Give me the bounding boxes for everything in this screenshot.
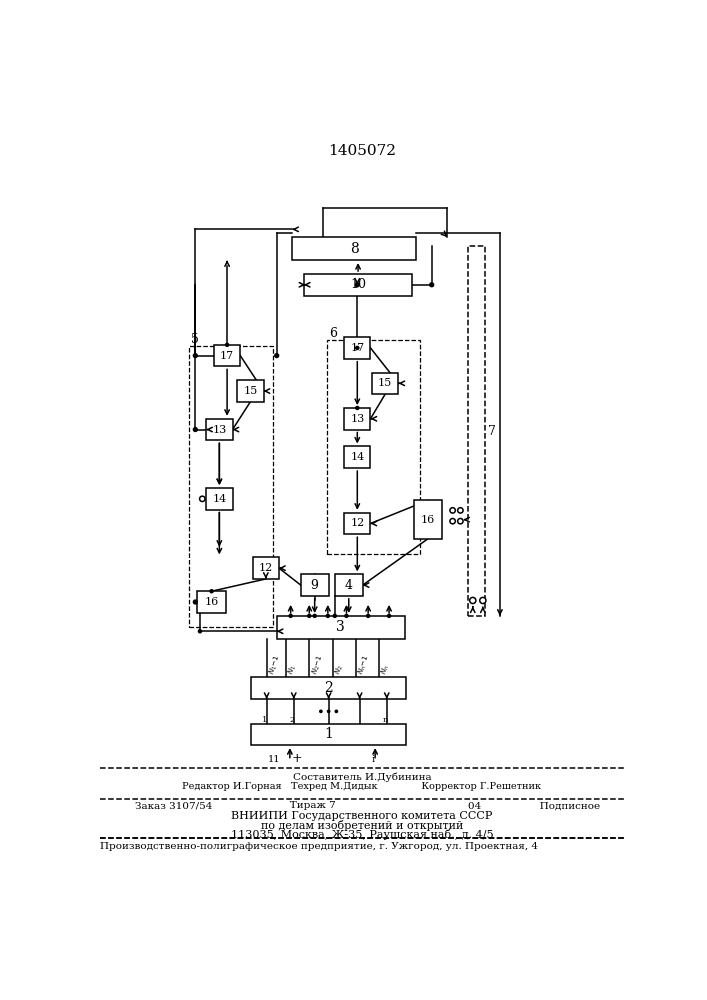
Circle shape [194, 428, 197, 431]
Circle shape [275, 354, 279, 358]
Bar [372, 373, 398, 394]
Circle shape [333, 614, 337, 617]
Bar [252, 557, 279, 579]
Circle shape [335, 710, 337, 713]
Text: 12: 12 [259, 563, 273, 573]
Text: по делам изобретений и открытий: по делам изобретений и открытий [261, 820, 463, 831]
Circle shape [450, 508, 455, 513]
Circle shape [289, 614, 292, 617]
Bar [251, 677, 406, 699]
Text: Составитель И.Дубинина: Составитель И.Дубинина [293, 773, 431, 782]
Text: 11: 11 [268, 755, 281, 764]
Bar [214, 345, 240, 366]
Bar [197, 591, 226, 613]
Text: 15: 15 [378, 378, 392, 388]
Circle shape [345, 614, 348, 617]
Text: 04                  Подписное: 04 Подписное [468, 801, 600, 810]
Text: Производственно-полиграфическое предприятие, г. Ужгород, ул. Проектная, 4: Производственно-полиграфическое предприя… [100, 842, 538, 851]
Text: ВНИИПИ Государственного комитета СССР: ВНИИПИ Государственного комитета СССР [231, 811, 493, 821]
Text: 17: 17 [220, 351, 234, 361]
Text: 15: 15 [243, 386, 257, 396]
Circle shape [194, 354, 197, 358]
Bar [292, 237, 416, 260]
Text: i: i [372, 755, 375, 764]
Circle shape [367, 614, 370, 617]
Circle shape [320, 710, 322, 713]
Circle shape [308, 614, 311, 617]
Circle shape [469, 597, 476, 604]
Text: $N_2$: $N_2$ [333, 663, 346, 676]
Circle shape [210, 590, 213, 593]
Bar [189, 346, 273, 627]
Circle shape [457, 518, 463, 524]
Bar [276, 616, 404, 639]
Circle shape [327, 614, 329, 617]
Text: 2: 2 [325, 681, 333, 695]
Circle shape [226, 343, 228, 346]
Circle shape [313, 614, 316, 617]
Text: 4: 4 [345, 579, 353, 592]
Text: $N_n{-}1$: $N_n{-}1$ [356, 654, 373, 676]
Bar [206, 488, 233, 510]
Bar [344, 337, 370, 359]
Bar [206, 419, 233, 440]
Circle shape [356, 283, 359, 287]
Text: 16: 16 [204, 597, 218, 607]
Text: 17: 17 [350, 343, 364, 353]
Bar [300, 574, 329, 596]
Bar [344, 446, 370, 468]
Text: $N_1$: $N_1$ [287, 663, 300, 676]
Text: 14: 14 [212, 494, 226, 504]
Bar [468, 246, 485, 616]
Text: 16: 16 [421, 515, 435, 525]
Circle shape [480, 597, 486, 604]
Text: 8: 8 [350, 242, 358, 256]
Circle shape [430, 283, 433, 287]
Circle shape [194, 600, 197, 604]
Text: 10: 10 [350, 278, 366, 291]
Text: 113035, Москва, Ж-35, Раушская наб., д. 4/5: 113035, Москва, Ж-35, Раушская наб., д. … [230, 829, 493, 840]
Text: $N_1{-}1$: $N_1{-}1$ [267, 654, 284, 676]
Circle shape [450, 518, 455, 524]
Text: 13: 13 [212, 425, 226, 435]
Circle shape [457, 508, 463, 513]
Text: 7: 7 [489, 425, 496, 438]
Text: 5: 5 [191, 333, 199, 346]
Circle shape [327, 710, 329, 713]
Text: Тираж 7: Тираж 7 [267, 801, 335, 810]
Text: 13: 13 [350, 414, 364, 424]
Text: $N_2{-}1$: $N_2{-}1$ [310, 654, 326, 676]
Bar [251, 724, 406, 745]
Bar [335, 574, 363, 596]
Text: 12: 12 [350, 518, 364, 528]
Text: +: + [291, 752, 302, 765]
Text: 1405072: 1405072 [328, 144, 396, 158]
Text: 2: 2 [290, 716, 295, 724]
Bar [327, 340, 420, 554]
Bar [344, 408, 370, 430]
Text: Заказ 3107/54: Заказ 3107/54 [135, 801, 216, 810]
Text: 14: 14 [350, 452, 364, 462]
Text: $N_n$: $N_n$ [380, 663, 392, 676]
Bar [344, 513, 370, 534]
Bar [414, 500, 442, 539]
Circle shape [199, 496, 205, 502]
Circle shape [356, 346, 359, 349]
Text: 1: 1 [262, 716, 268, 724]
Circle shape [387, 614, 391, 617]
Bar [237, 380, 264, 402]
Text: n: n [382, 716, 388, 724]
Text: Редактор И.Горная   Техред М.Дидык              Корректор Г.Решетник: Редактор И.Горная Техред М.Дидык Коррект… [182, 782, 542, 791]
Circle shape [199, 630, 201, 633]
Text: 1: 1 [325, 727, 333, 741]
Text: 9: 9 [311, 579, 319, 592]
Circle shape [356, 406, 359, 410]
Bar [304, 274, 412, 296]
Text: 3: 3 [337, 620, 345, 634]
Text: 6: 6 [329, 327, 337, 340]
